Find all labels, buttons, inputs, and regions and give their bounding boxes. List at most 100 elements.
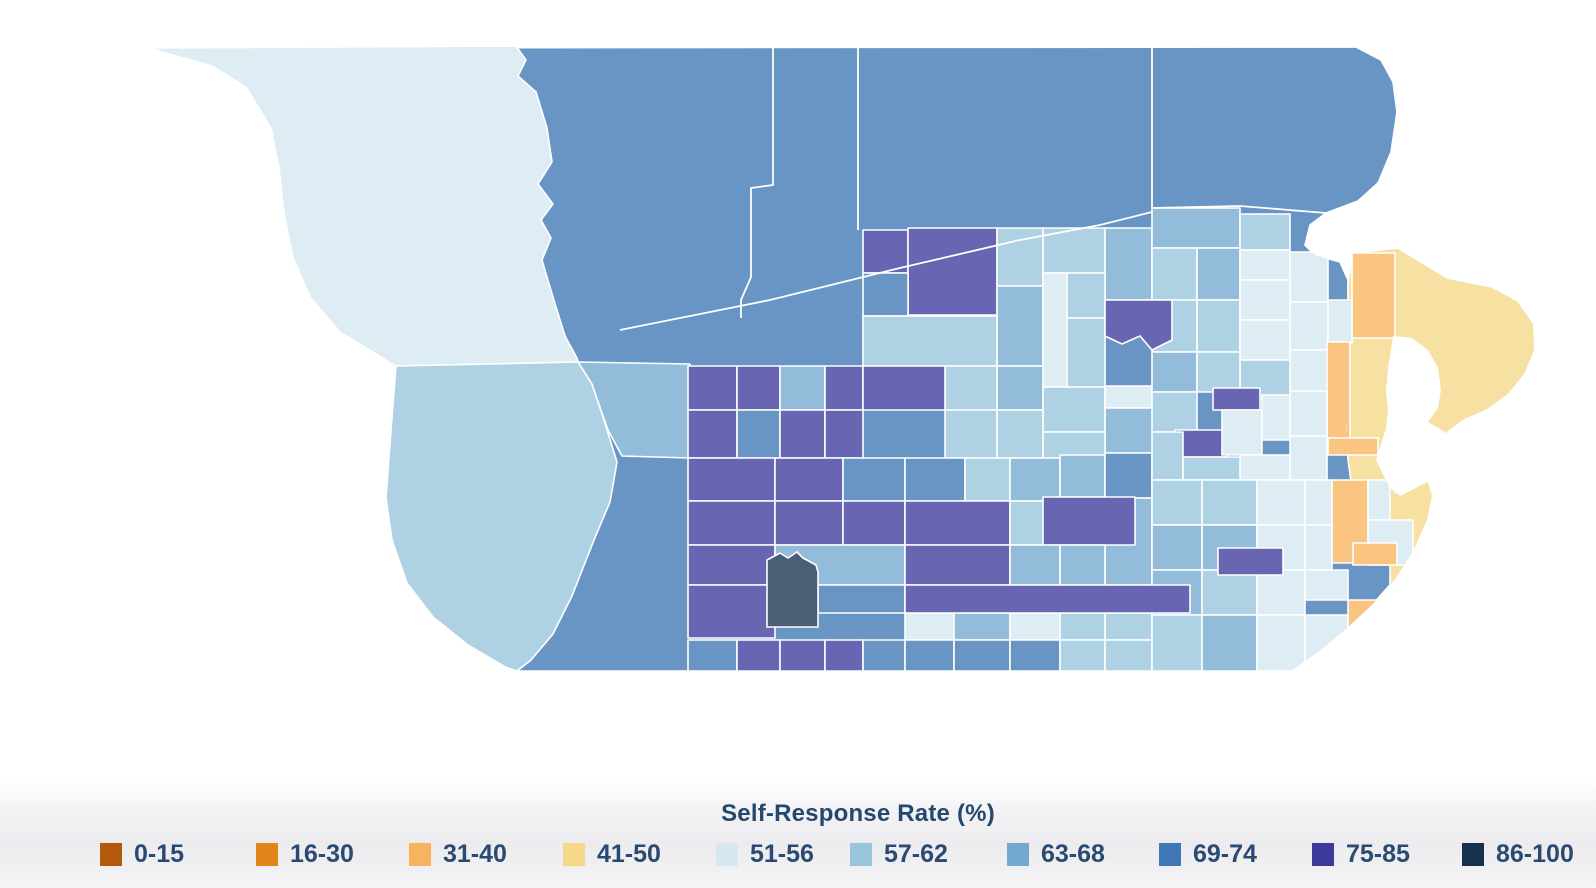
map-region[interactable]	[1066, 317, 1106, 389]
map-region[interactable]	[1059, 639, 1106, 671]
map-region-highest-rate-tract[interactable]	[766, 551, 819, 628]
map-region[interactable]	[1009, 457, 1061, 502]
map-region[interactable]	[1201, 614, 1258, 671]
map-region[interactable]	[842, 457, 906, 502]
map-region[interactable]	[1327, 437, 1379, 456]
map-region[interactable]	[1151, 431, 1184, 481]
map-region[interactable]	[904, 639, 955, 671]
map-region[interactable]	[842, 500, 906, 546]
map-region[interactable]	[1327, 299, 1353, 344]
map-region[interactable]	[1151, 391, 1198, 433]
map-region[interactable]	[817, 584, 906, 614]
map-region[interactable]	[1151, 207, 1241, 249]
map-region[interactable]	[1196, 351, 1241, 393]
map-region[interactable]	[1304, 569, 1349, 601]
map-region[interactable]	[687, 544, 776, 586]
map-region[interactable]	[1352, 542, 1398, 566]
map-region[interactable]	[1256, 614, 1306, 671]
map-region[interactable]	[1239, 319, 1291, 361]
map-region[interactable]	[1104, 227, 1153, 301]
map-region[interactable]	[1326, 341, 1351, 441]
choropleth-map[interactable]	[0, 0, 1596, 760]
map-region[interactable]	[1351, 252, 1396, 339]
map-region[interactable]	[1151, 614, 1203, 671]
map-region[interactable]	[1104, 639, 1153, 671]
map-region[interactable]	[779, 639, 826, 671]
map-region[interactable]	[1042, 272, 1068, 388]
map-region[interactable]	[1066, 272, 1106, 319]
map-region[interactable]	[1217, 547, 1284, 576]
map-region[interactable]	[1221, 409, 1263, 456]
map-region[interactable]	[824, 365, 864, 411]
map-region[interactable]	[736, 409, 781, 459]
map-region[interactable]	[1059, 612, 1106, 641]
map-region[interactable]	[1151, 247, 1198, 301]
map-region[interactable]	[774, 457, 844, 502]
map-region[interactable]	[953, 612, 1011, 641]
map-region[interactable]	[687, 457, 776, 502]
map-region[interactable]	[996, 409, 1044, 459]
map-region[interactable]	[1289, 301, 1329, 351]
map-region[interactable]	[862, 272, 909, 317]
map-region[interactable]	[1151, 524, 1203, 571]
map-region[interactable]	[779, 365, 826, 411]
map-region[interactable]	[687, 500, 776, 546]
map-region[interactable]	[862, 365, 946, 411]
map-region[interactable]	[1151, 351, 1198, 393]
map-region[interactable]	[1239, 213, 1291, 251]
map-canvas[interactable]	[0, 0, 1596, 760]
map-region[interactable]	[1042, 386, 1106, 433]
map-region[interactable]	[1196, 299, 1241, 353]
map-region[interactable]	[1182, 456, 1241, 481]
map-region[interactable]	[1151, 479, 1203, 526]
map-region[interactable]	[1104, 452, 1153, 499]
map-region[interactable]	[996, 285, 1044, 367]
map-region[interactable]	[1104, 612, 1153, 641]
map-region[interactable]	[736, 639, 781, 671]
map-region[interactable]	[774, 500, 844, 546]
map-region[interactable]	[1256, 479, 1306, 526]
map-region[interactable]	[1059, 544, 1106, 586]
map-region[interactable]	[687, 365, 738, 411]
map-region[interactable]	[1289, 349, 1331, 396]
map-region[interactable]	[1042, 496, 1136, 546]
map-region[interactable]	[687, 409, 738, 459]
map-region[interactable]	[1201, 569, 1258, 616]
map-region[interactable]	[1256, 569, 1306, 616]
map-region[interactable]	[862, 229, 909, 274]
map-region[interactable]	[904, 500, 1011, 546]
map-region[interactable]	[953, 639, 1011, 671]
map-region[interactable]	[1239, 279, 1291, 321]
map-region[interactable]	[687, 584, 776, 639]
map-region[interactable]	[1289, 435, 1328, 481]
map-region[interactable]	[904, 612, 955, 641]
map-region[interactable]	[1239, 454, 1291, 481]
map-region[interactable]	[996, 365, 1044, 411]
map-region[interactable]	[1196, 247, 1241, 301]
map-region[interactable]	[736, 365, 781, 411]
map-region[interactable]	[944, 365, 998, 411]
map-region[interactable]	[1009, 544, 1061, 586]
map-region[interactable]	[824, 409, 864, 459]
map-region-west-county[interactable]	[147, 45, 579, 367]
map-region[interactable]	[1289, 390, 1328, 437]
map-region[interactable]	[779, 409, 826, 459]
map-region[interactable]	[1059, 454, 1106, 498]
map-region[interactable]	[1304, 524, 1333, 571]
map-region[interactable]	[1009, 639, 1061, 671]
map-region[interactable]	[1304, 614, 1349, 671]
map-region[interactable]	[964, 457, 1011, 502]
map-region[interactable]	[1212, 387, 1261, 411]
map-region[interactable]	[824, 639, 864, 671]
map-region-notched-purple-tract[interactable]	[1104, 299, 1173, 351]
map-region[interactable]	[944, 409, 998, 459]
map-region[interactable]	[904, 584, 1191, 614]
map-region[interactable]	[904, 457, 966, 502]
map-region[interactable]	[1201, 479, 1258, 526]
map-region[interactable]	[862, 315, 998, 367]
map-region[interactable]	[862, 639, 906, 671]
map-region[interactable]	[907, 227, 998, 316]
map-region[interactable]	[904, 544, 1011, 586]
map-region[interactable]	[1239, 249, 1291, 281]
map-region[interactable]	[687, 639, 738, 671]
